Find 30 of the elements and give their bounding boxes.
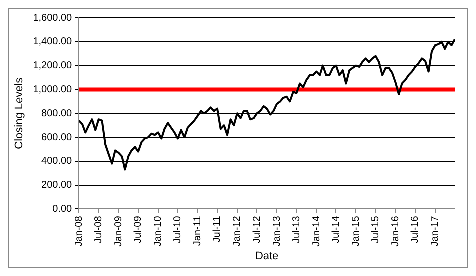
x-tick-label: Jul-16: [410, 216, 422, 244]
x-tick-label: Jan-12: [232, 216, 244, 247]
y-tick-label: 0.00: [52, 204, 73, 215]
x-tick-label: Jul-13: [291, 216, 302, 244]
x-tick-label: Jul-08: [94, 216, 105, 244]
x-tick-label: Jul-12: [252, 216, 263, 244]
x-tick-label: Jul-15: [370, 216, 382, 244]
x-tick-label: Jul-10: [172, 216, 184, 244]
x-tick-label: Jan-13: [272, 216, 283, 247]
x-tick-label: Jan-10: [153, 216, 164, 247]
x-tick-label: Jan-14: [311, 216, 322, 247]
x-tick-label: Jan-17: [430, 216, 442, 247]
x-tick-label: Jul-11: [212, 216, 224, 243]
x-tick-label: Jan-11: [192, 216, 204, 246]
y-axis-title: Closing Levels: [14, 77, 26, 150]
y-tick-label: 400.00: [42, 156, 73, 168]
x-tick-label: Jul-09: [133, 216, 144, 244]
y-tick-label: 1,400.00: [33, 36, 73, 48]
y-tick-label: 1,200.00: [33, 60, 73, 72]
x-tick-label: Jan-16: [390, 216, 402, 247]
y-tick-label: 800.00: [42, 108, 73, 120]
y-tick-label: 1,000.00: [33, 84, 73, 96]
y-tick-label: 600.00: [42, 132, 73, 144]
y-tick-label: 200.00: [42, 180, 73, 192]
x-tick-label: Jan-09: [114, 216, 125, 247]
x-tick-label: Jan-15: [350, 216, 362, 247]
y-tick-label: 1,600.00: [33, 12, 73, 24]
x-tick-label: Jul-14: [330, 216, 342, 244]
x-axis-title: Date: [255, 250, 279, 262]
x-tick-label: Jan-08: [74, 216, 85, 247]
